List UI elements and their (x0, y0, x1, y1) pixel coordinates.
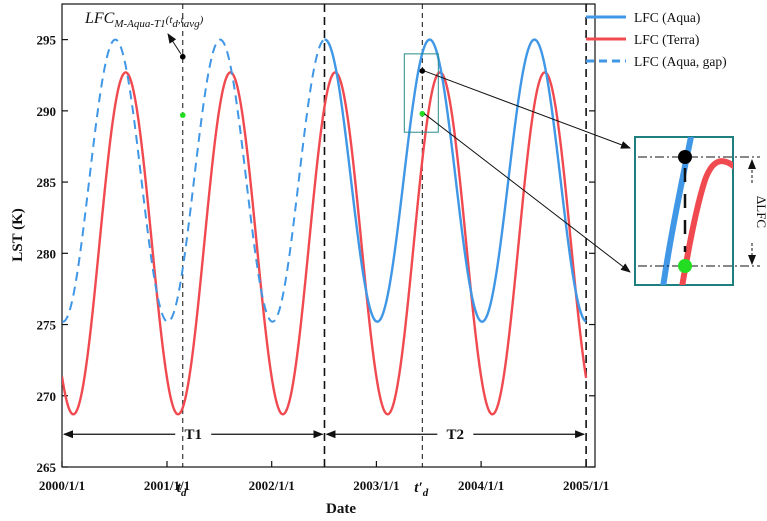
inset-black-marker (678, 150, 692, 164)
label-pointer-arrow (167, 33, 182, 54)
period-arrows: T1 T2 (63, 427, 586, 443)
x-tick-label: 2000/1/1 (39, 478, 85, 493)
legend-label-1: LFC (Terra) (634, 32, 699, 47)
legend: LFC (Aqua) LFC (Terra) LFC (Aqua, gap) (586, 10, 727, 69)
delta-lfc-label: ΔLFC (754, 196, 767, 228)
y-tick-label: 265 (37, 460, 57, 475)
zoom-box (403, 53, 439, 133)
annotations: LFCM-Aqua-T1(td,tavg) td t′d (84, 10, 631, 499)
legend-label-0: LFC (Aqua) (634, 10, 700, 25)
x-tick-label: 2001/1/1 (144, 478, 190, 493)
x-tick-label: 2005/1/1 (563, 478, 609, 493)
lfc-equation-label: LFCM-Aqua-T1(td,tavg) (84, 10, 204, 30)
y-tick-label: 270 (37, 389, 57, 404)
zoom-arrow-bottom (424, 113, 631, 273)
legend-label-2: LFC (Aqua, gap) (634, 54, 727, 69)
x-tick-label: 2004/1/1 (458, 478, 504, 493)
x-axis-label: Date (326, 501, 356, 517)
vertical-reference-lines (182, 4, 587, 467)
y-tick-label: 295 (37, 33, 57, 48)
series-line-0 (324, 38, 587, 323)
marker-point (419, 110, 426, 117)
zoom-inset: ΔLFC (634, 136, 767, 286)
x-tick-label: 2003/1/1 (353, 478, 399, 493)
y-axis-label: LST (K) (10, 208, 26, 262)
period-label: T1 (184, 427, 202, 443)
x-tick-label: 2002/1/1 (249, 478, 295, 493)
zoom-arrow-top (424, 70, 631, 149)
y-tick-label: 280 (37, 246, 57, 261)
x-axis: 2000/1/1 2001/1/1 2002/1/1 2003/1/1 2004/1/1… (39, 461, 609, 493)
y-tick-label: 290 (37, 104, 57, 119)
plot-frame (61, 3, 596, 468)
y-tick-label: 275 (37, 318, 57, 333)
y-tick-label: 285 (37, 175, 57, 190)
period-label: T2 (447, 427, 465, 443)
series-line-1 (62, 71, 588, 416)
marker-point (419, 68, 426, 74)
td-label: td (177, 480, 187, 499)
marker-point (179, 112, 186, 118)
series-lines (62, 38, 588, 416)
inset-green-marker (678, 259, 692, 273)
markers (179, 53, 426, 118)
inset-terra-curve (679, 158, 733, 285)
tprime-label: t′d (414, 480, 428, 499)
series-line-2 (62, 38, 325, 323)
marker-point (179, 53, 186, 60)
y-axis: 265 270 275 280 285 290 295 (37, 33, 595, 475)
